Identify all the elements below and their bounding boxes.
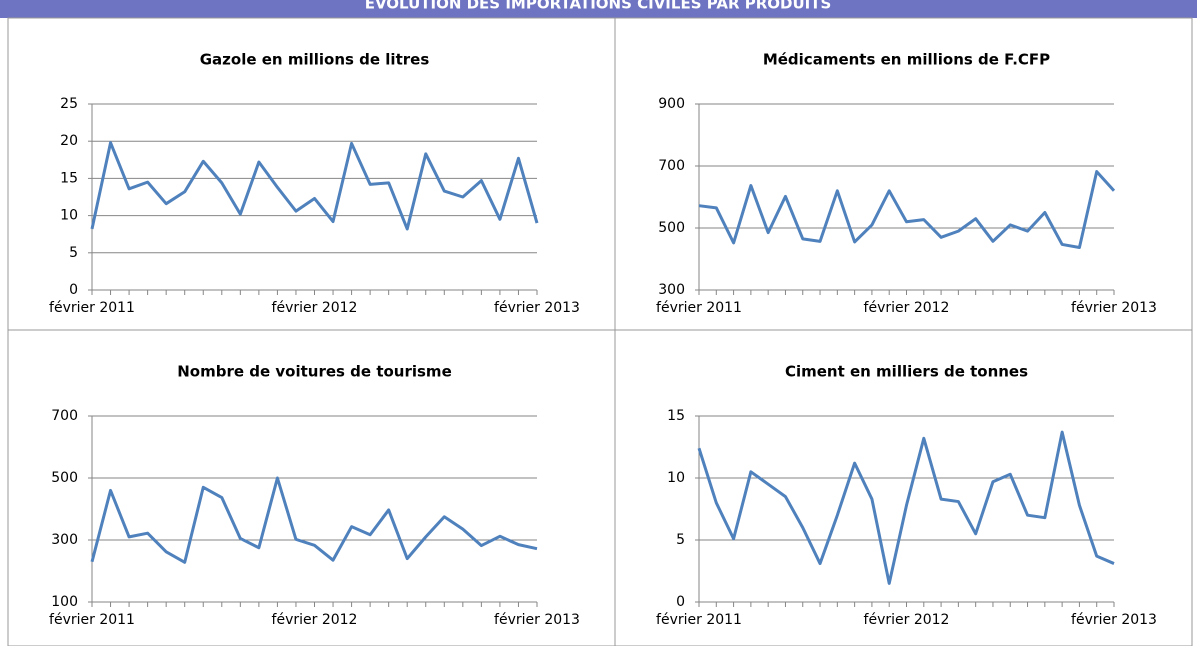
header-title: ÉVOLUTION DES IMPORTATIONS CIVILES PAR P… bbox=[365, 0, 832, 13]
chart-title: Ciment en milliers de tonnes bbox=[785, 363, 1028, 381]
header-banner bbox=[0, 0, 1197, 18]
chart-title: Gazole en millions de litres bbox=[200, 51, 430, 69]
y-tick-label: 500 bbox=[658, 220, 685, 236]
x-tick-label: février 2012 bbox=[864, 300, 950, 316]
y-tick-label: 900 bbox=[658, 96, 685, 112]
x-tick-label: février 2011 bbox=[49, 300, 135, 316]
x-tick-label: février 2012 bbox=[272, 612, 358, 628]
y-tick-label: 500 bbox=[51, 470, 78, 486]
x-tick-label: février 2013 bbox=[494, 612, 580, 628]
x-tick-label: février 2011 bbox=[49, 612, 135, 628]
y-tick-label: 0 bbox=[676, 594, 685, 610]
data-line bbox=[90, 141, 539, 231]
y-tick-label: 10 bbox=[667, 470, 685, 486]
chart-title: Médicaments en millions de F.CFP bbox=[763, 51, 1050, 69]
y-tick-label: 700 bbox=[658, 158, 685, 174]
x-tick-label: février 2012 bbox=[864, 612, 950, 628]
panel-frame bbox=[7, 17, 1193, 646]
x-tick-label: février 2011 bbox=[656, 300, 742, 316]
y-tick-label: 15 bbox=[60, 170, 78, 186]
data-line bbox=[697, 430, 1115, 585]
y-tick-label: 300 bbox=[658, 282, 685, 298]
x-tick-label: février 2013 bbox=[1071, 300, 1157, 316]
y-tick-label: 700 bbox=[51, 408, 78, 424]
y-tick-label: 10 bbox=[60, 208, 78, 224]
y-tick-label: 15 bbox=[667, 408, 685, 424]
chart-title: Nombre de voitures de tourisme bbox=[177, 363, 452, 381]
y-tick-label: 20 bbox=[60, 133, 78, 149]
y-tick-label: 300 bbox=[51, 532, 78, 548]
x-tick-label: février 2011 bbox=[656, 612, 742, 628]
y-tick-label: 100 bbox=[51, 594, 78, 610]
x-tick-label: février 2012 bbox=[272, 300, 358, 316]
data-line bbox=[90, 476, 538, 564]
data-line bbox=[698, 170, 1116, 250]
x-tick-label: février 2013 bbox=[494, 300, 580, 316]
y-tick-label: 0 bbox=[69, 282, 78, 298]
y-tick-label: 5 bbox=[69, 245, 78, 261]
x-tick-label: février 2013 bbox=[1071, 612, 1157, 628]
y-tick-label: 25 bbox=[60, 96, 78, 112]
y-tick-label: 5 bbox=[676, 532, 685, 548]
